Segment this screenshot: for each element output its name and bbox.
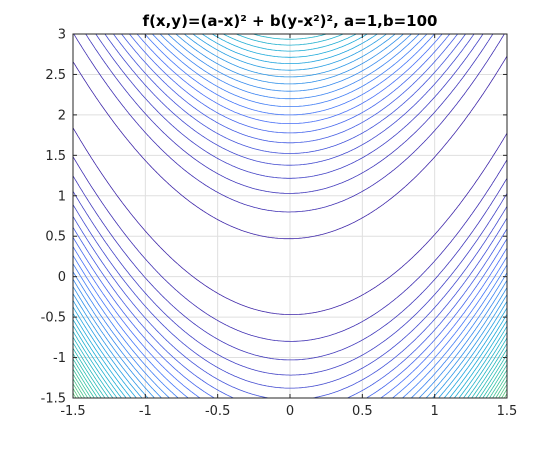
y-tick-label-7: 2 bbox=[58, 108, 66, 123]
y-tick-label-6: 1.5 bbox=[45, 149, 66, 164]
y-tick-label-4: 0.5 bbox=[45, 230, 66, 245]
y-tick-label-9: 3 bbox=[58, 28, 66, 43]
x-tick-label-6: 1.5 bbox=[497, 404, 518, 419]
y-tick-label-8: 2.5 bbox=[45, 68, 66, 83]
y-tick-label-1: -1 bbox=[53, 351, 66, 366]
x-tick-label-4: 0.5 bbox=[352, 404, 373, 419]
y-tick-label-3: 0 bbox=[58, 270, 66, 285]
x-tick-label-5: 1 bbox=[431, 404, 439, 419]
y-tick-label-5: 1 bbox=[58, 189, 66, 204]
x-tick-label-2: -0.5 bbox=[205, 404, 230, 419]
chart-title: f(x,y)=(a-x)² + b(y-x²)², a=1,b=100 bbox=[143, 12, 438, 30]
x-tick-label-3: 0 bbox=[286, 404, 294, 419]
x-tick-label-1: -1 bbox=[139, 404, 152, 419]
y-tick-label-2: -0.5 bbox=[41, 311, 66, 326]
y-tick-label-0: -1.5 bbox=[41, 392, 66, 407]
